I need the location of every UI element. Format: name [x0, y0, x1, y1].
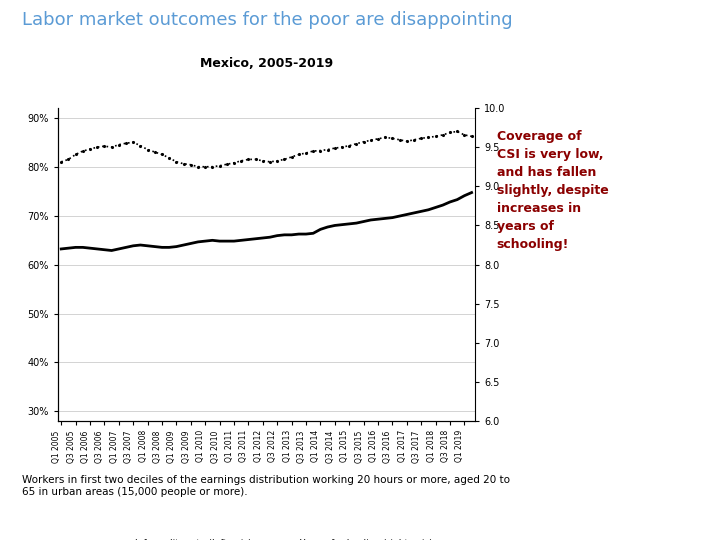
Text: Labor market outcomes for the poor are disappointing: Labor market outcomes for the poor are d… — [22, 11, 512, 29]
Informality rate (left axis) — [338, 144, 346, 151]
Years of schooling (right axis) — [107, 247, 116, 254]
Years of schooling (right axis) — [453, 197, 462, 203]
Years of schooling (right axis) — [57, 246, 66, 252]
Line: Years of schooling (right axis): Years of schooling (right axis) — [61, 193, 472, 251]
Years of schooling (right axis) — [158, 244, 166, 251]
Informality rate (left axis) — [453, 129, 462, 135]
Years of schooling (right axis) — [165, 244, 174, 251]
Years of schooling (right axis) — [338, 221, 346, 228]
Text: Workers in first two deciles of the earnings distribution working 20 hours or mo: Workers in first two deciles of the earn… — [22, 475, 510, 497]
Text: Coverage of
CSI is very low,
and has fallen
slightly, despite
increases in
years: Coverage of CSI is very low, and has fal… — [497, 130, 608, 251]
Informality rate (left axis) — [57, 159, 66, 165]
Text: Mexico, 2005-2019: Mexico, 2005-2019 — [200, 57, 333, 70]
Informality rate (left axis) — [366, 137, 375, 144]
Informality rate (left axis) — [150, 149, 159, 156]
Years of schooling (right axis) — [410, 210, 418, 216]
Years of schooling (right axis) — [467, 190, 476, 196]
Informality rate (left axis) — [446, 129, 454, 136]
Informality rate (left axis) — [410, 137, 418, 143]
Legend: Informality rate (left axis), Years of schooling (right axis): Informality rate (left axis), Years of s… — [96, 535, 436, 540]
Years of schooling (right axis) — [366, 217, 375, 223]
Line: Informality rate (left axis): Informality rate (left axis) — [60, 130, 473, 168]
Informality rate (left axis) — [467, 133, 476, 140]
Informality rate (left axis) — [158, 151, 166, 158]
Informality rate (left axis) — [194, 164, 202, 170]
